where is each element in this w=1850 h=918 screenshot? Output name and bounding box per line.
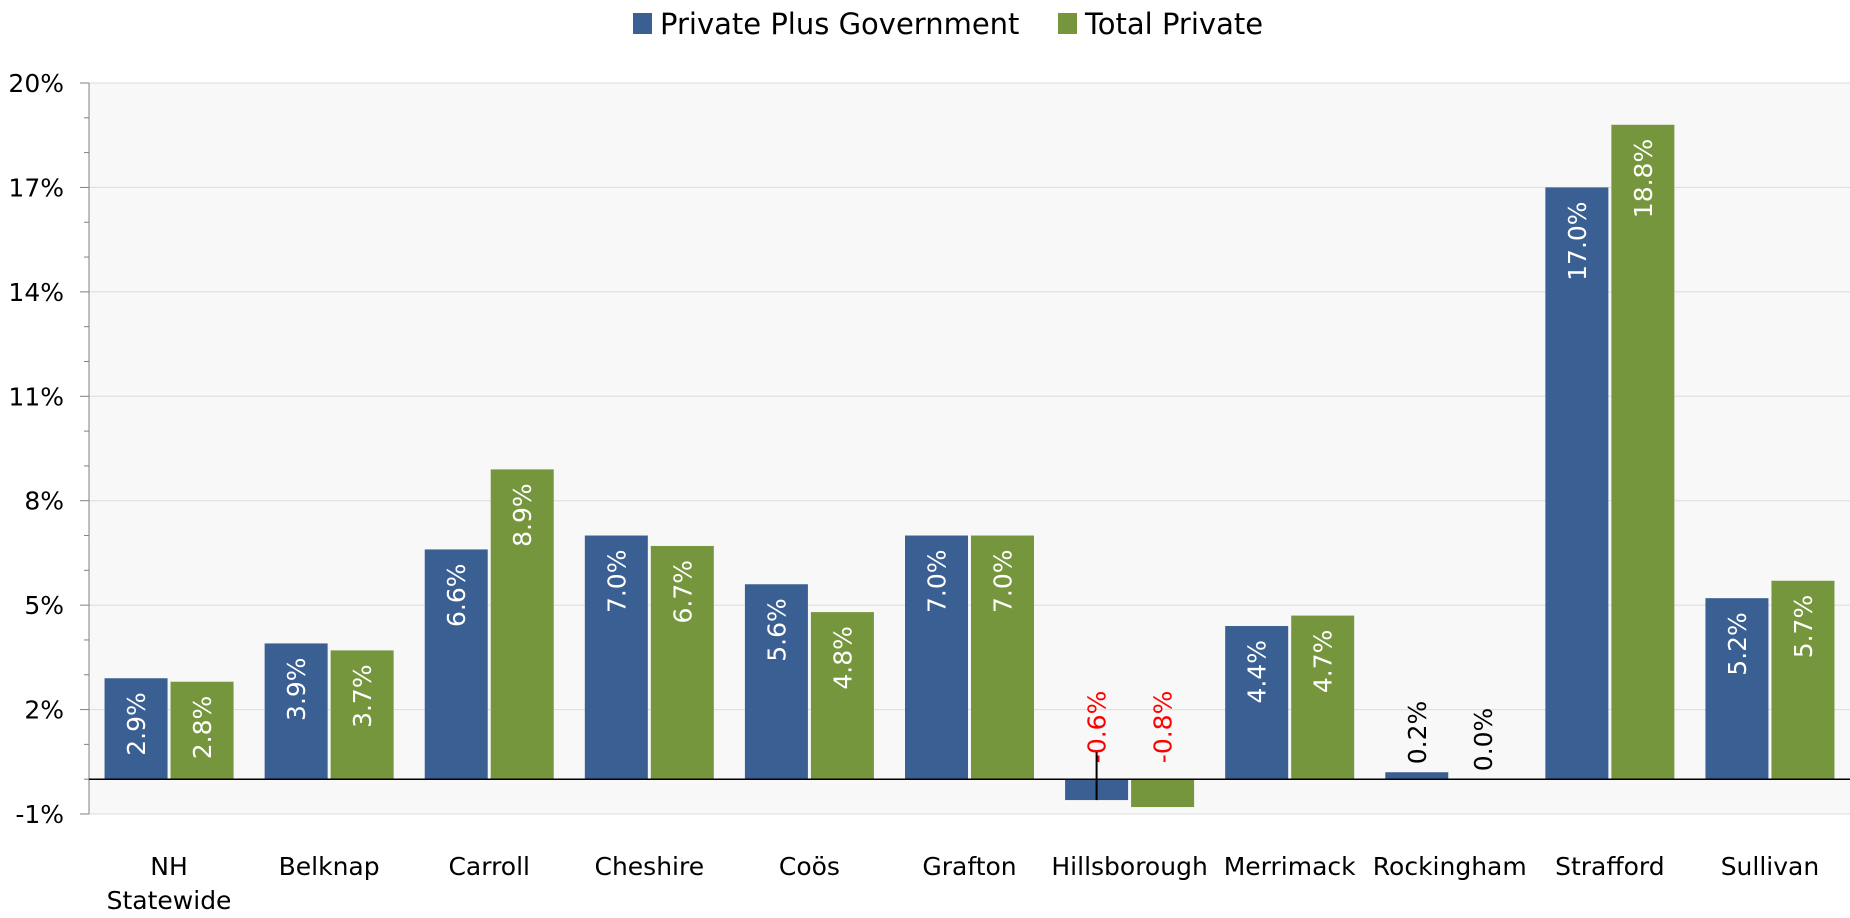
x-tick-label: Hillsborough — [1051, 852, 1207, 881]
bar-private-plus-government — [104, 678, 168, 780]
data-label: 4.7% — [1309, 630, 1338, 694]
y-tick-label: 11% — [8, 382, 64, 411]
data-label: 7.0% — [602, 550, 631, 614]
bar-private-plus-government — [905, 535, 968, 780]
data-label: 17.0% — [1563, 201, 1592, 280]
x-tick-label: Belknap — [279, 852, 380, 881]
x-tick-label: Sullivan — [1721, 852, 1820, 881]
bar-private-plus-government — [1225, 626, 1289, 780]
data-label: 6.7% — [668, 560, 697, 624]
data-label: 3.9% — [282, 657, 311, 721]
bar-total-private — [170, 681, 234, 780]
x-tick-label: Coös — [779, 852, 840, 881]
data-label: 2.8% — [188, 696, 217, 760]
data-label: 0.0% — [1469, 708, 1498, 772]
x-tick-label: Carroll — [448, 852, 530, 881]
data-label: 0.2% — [1403, 701, 1432, 765]
bar-private-plus-government — [1385, 772, 1449, 780]
y-tick-label: -1% — [15, 800, 64, 829]
x-tick-label: Merrimack — [1224, 852, 1356, 881]
x-tick-label: Grafton — [922, 852, 1016, 881]
data-label: 18.8% — [1629, 139, 1658, 218]
x-tick-label: Statewide — [107, 886, 232, 914]
data-label: 6.6% — [442, 563, 471, 627]
y-tick-label: 17% — [8, 173, 64, 202]
bar-total-private — [810, 612, 874, 780]
bar-private-plus-government — [264, 643, 328, 780]
bar-private-plus-government — [1545, 187, 1609, 780]
data-label: -0.6% — [1083, 691, 1112, 764]
legend-swatch-total-private — [1058, 13, 1077, 34]
bar-private-plus-government — [584, 535, 648, 780]
data-label: 2.9% — [122, 692, 151, 756]
x-tick-label: NH — [150, 852, 188, 881]
legend-swatch-private-plus-government — [633, 13, 652, 34]
bar-total-private — [330, 650, 394, 780]
bar-private-plus-government — [1705, 598, 1769, 780]
data-label: 7.0% — [989, 550, 1018, 614]
bar-private-plus-government — [744, 584, 808, 780]
legend-label: Private Plus Government — [660, 7, 1019, 41]
x-tick-label: Rockingham — [1373, 852, 1527, 881]
bar-total-private — [1771, 580, 1835, 780]
data-label: 4.4% — [1243, 640, 1272, 704]
x-tick-label: Strafford — [1555, 852, 1665, 881]
y-tick-label: 8% — [24, 487, 64, 516]
bar-total-private — [1611, 124, 1675, 780]
data-label: 3.7% — [348, 664, 377, 728]
legend-label: Total Private — [1084, 7, 1263, 41]
y-tick-label: 20% — [8, 69, 64, 98]
x-tick-label: Cheshire — [595, 852, 705, 881]
data-label: 5.7% — [1789, 595, 1818, 659]
data-label: -0.8% — [1149, 691, 1178, 764]
bar-total-private — [650, 545, 714, 780]
y-tick-label: 5% — [24, 591, 64, 620]
data-label: 7.0% — [923, 550, 952, 614]
data-label: 5.6% — [762, 598, 791, 662]
y-tick-label: 2% — [24, 696, 64, 725]
data-label: 4.8% — [828, 626, 857, 690]
bar-total-private — [1291, 615, 1355, 780]
data-label: 8.9% — [508, 483, 537, 547]
bar-private-plus-government — [424, 549, 488, 780]
bar-total-private — [1131, 779, 1195, 808]
bar-total-private — [971, 535, 1034, 780]
bar-total-private — [490, 469, 554, 780]
y-tick-label: 14% — [8, 278, 64, 307]
data-label: 5.2% — [1723, 612, 1752, 676]
